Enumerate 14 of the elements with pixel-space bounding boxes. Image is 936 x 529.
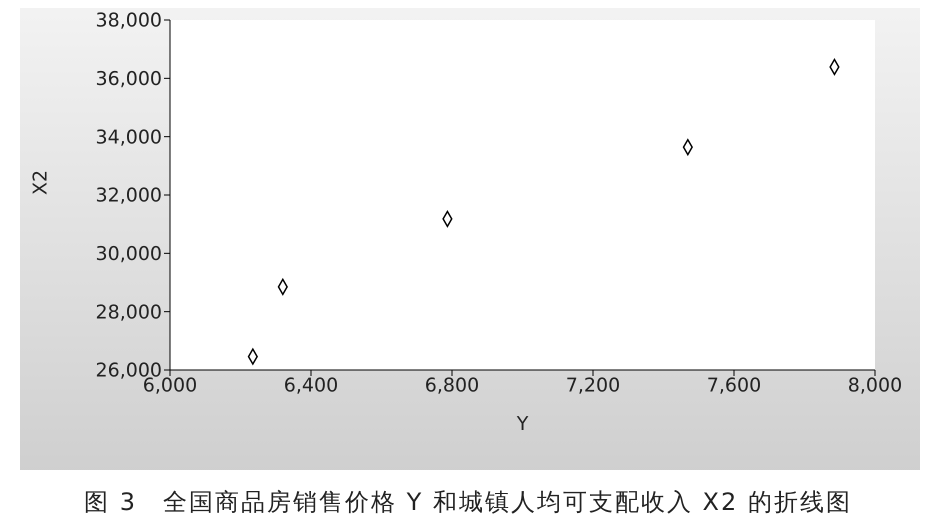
y-tick-label: 28,000 <box>96 301 162 324</box>
y-tick-label: 32,000 <box>96 184 162 207</box>
y-tick-label: 34,000 <box>96 126 162 148</box>
x-tick-label: 6,800 <box>424 374 480 396</box>
caption: 图 3 全国商品房销售价格 Y 和城镇人均可支配收入 X2 的折线图 <box>83 487 853 518</box>
y-axis-title: X2 <box>30 170 52 195</box>
y-tick-label: 38,000 <box>96 10 162 32</box>
x-tick-label: 7,200 <box>566 374 620 396</box>
x-axis-title: Y <box>516 413 529 435</box>
x-tick-label: 8,000 <box>848 374 902 396</box>
x-tick-label: 7,600 <box>706 374 762 396</box>
y-tick-label: 36,000 <box>96 68 162 90</box>
y-tick-label: 30,000 <box>96 243 162 266</box>
x-tick-label: 6,400 <box>284 374 338 396</box>
